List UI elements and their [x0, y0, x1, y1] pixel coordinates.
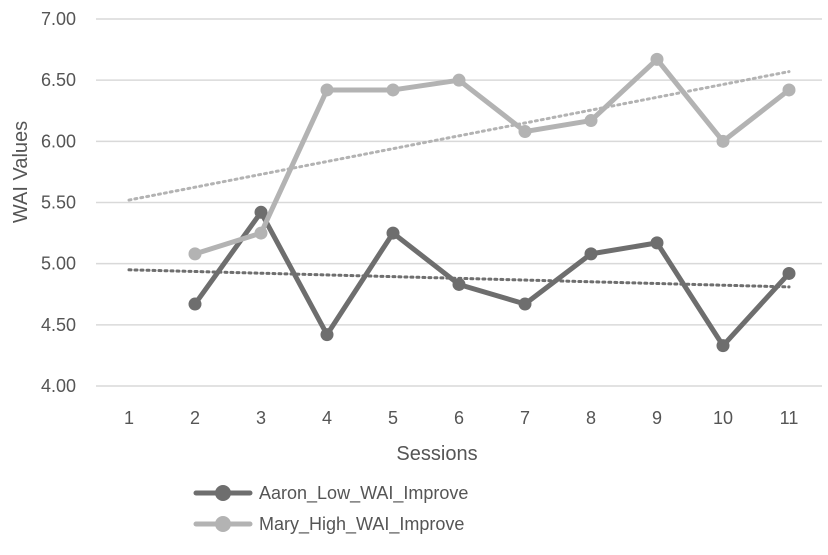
- data-point: [584, 114, 598, 128]
- x-tick-label: 2: [190, 408, 200, 428]
- data-point: [188, 247, 202, 261]
- legend-swatch-marker: [215, 485, 231, 501]
- data-point: [518, 297, 532, 311]
- series-line: [192, 56, 792, 257]
- x-tick-label: 7: [520, 408, 530, 428]
- legend-label: Aaron_Low_WAI_Improve: [259, 483, 468, 504]
- data-point: [518, 125, 532, 139]
- x-tick-label: 9: [652, 408, 662, 428]
- x-tick-label: 10: [713, 408, 733, 428]
- data-series: [188, 52, 796, 353]
- data-point: [320, 328, 334, 342]
- data-point: [650, 52, 664, 66]
- legend-swatch-marker: [215, 516, 231, 532]
- data-point: [716, 339, 730, 353]
- x-tick-label: 6: [454, 408, 464, 428]
- data-point: [386, 226, 400, 240]
- x-axis-title: Sessions: [396, 443, 477, 465]
- data-point: [584, 247, 598, 261]
- x-tick-label: 5: [388, 408, 398, 428]
- data-point: [386, 83, 400, 97]
- data-point: [782, 83, 796, 97]
- y-tick-label: 4.00: [41, 376, 76, 396]
- y-tick-label: 5.50: [41, 193, 76, 213]
- legend: Aaron_Low_WAI_Improve Mary_High_WAI_Impro…: [193, 483, 468, 535]
- data-point: [254, 226, 268, 240]
- series-line: [192, 209, 792, 349]
- y-tick-label: 5.00: [41, 254, 76, 274]
- data-point: [782, 266, 796, 280]
- trendline: [127, 70, 791, 202]
- x-tick-label: 1: [124, 408, 134, 428]
- y-axis-title: WAI Values: [10, 121, 32, 223]
- data-point: [188, 297, 202, 311]
- data-point: [320, 83, 334, 97]
- y-tick-label: 6.00: [41, 131, 76, 151]
- y-axis-tick-labels: 4.00 4.50 5.00 5.50 6.00 6.50 7.00: [41, 9, 76, 396]
- data-point: [650, 236, 664, 250]
- y-tick-label: 6.50: [41, 70, 76, 90]
- data-point: [254, 205, 268, 219]
- data-point: [452, 277, 466, 291]
- x-tick-label: 3: [256, 408, 266, 428]
- x-axis-tick-labels: 1 2 3 4 5 6 7 8 9 10 11: [124, 408, 798, 428]
- data-point: [716, 134, 730, 148]
- data-point: [452, 73, 466, 87]
- x-tick-label: 8: [586, 408, 596, 428]
- y-tick-label: 4.50: [41, 315, 76, 335]
- y-tick-label: 7.00: [41, 9, 76, 29]
- x-tick-label: 4: [322, 408, 332, 428]
- x-tick-label: 11: [780, 408, 799, 428]
- legend-label: Mary_High_WAI_Improve: [259, 514, 464, 535]
